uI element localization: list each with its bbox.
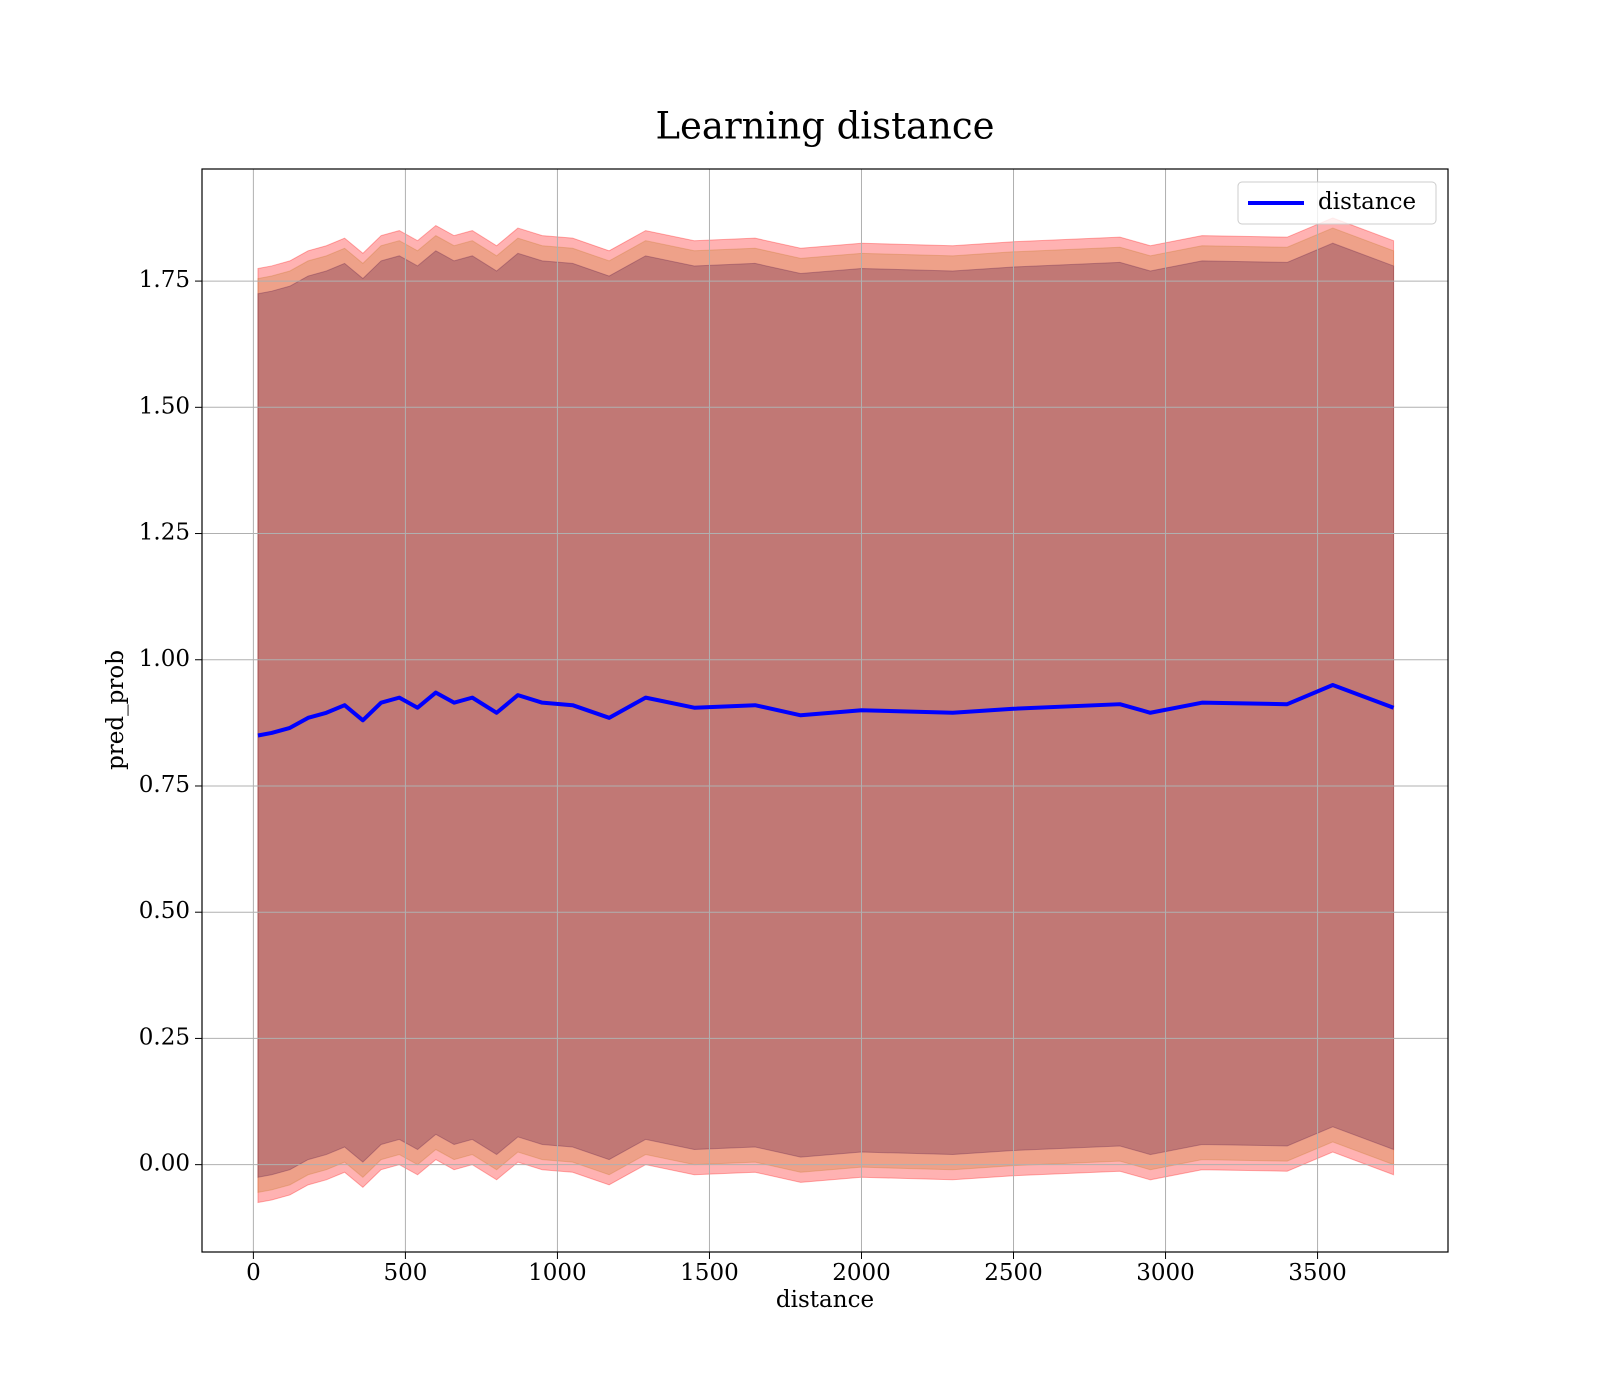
- x-tick-label: 3000: [1136, 1260, 1195, 1286]
- legend: distance: [1237, 181, 1437, 225]
- y-tick-label: 0.50: [139, 898, 190, 924]
- confidence-band: [257, 217, 1395, 1204]
- confidence-band: [257, 242, 1395, 1178]
- line: [257, 683, 1395, 738]
- x-tick-label: 1000: [528, 1260, 587, 1286]
- y-tick-label: 0.25: [139, 1024, 190, 1050]
- legend-label: distance: [1318, 189, 1416, 215]
- y-tick-label: 0.00: [139, 1151, 190, 1177]
- x-tick-label: 1500: [680, 1260, 739, 1286]
- x-axis-label: distance: [776, 1287, 874, 1313]
- y-tick-label: 1.00: [139, 646, 190, 672]
- y-tick-label: 1.25: [139, 520, 190, 546]
- x-tick-label: 2000: [832, 1260, 891, 1286]
- x-tick-label: 2500: [984, 1260, 1043, 1286]
- plot-frame: [201, 168, 1449, 1253]
- x-tick-label: 500: [383, 1260, 427, 1286]
- legend-box: [1237, 181, 1437, 225]
- y-axis-label: pred_prob: [103, 650, 129, 770]
- chart-title: Learning distance: [655, 105, 994, 148]
- x-tick-label: 0: [246, 1260, 261, 1286]
- y-tick-label: 1.50: [139, 393, 190, 419]
- x-tick-label: 3500: [1288, 1260, 1347, 1286]
- y-tick-label: 1.75: [139, 267, 190, 293]
- y-tick-label: 0.75: [139, 772, 190, 798]
